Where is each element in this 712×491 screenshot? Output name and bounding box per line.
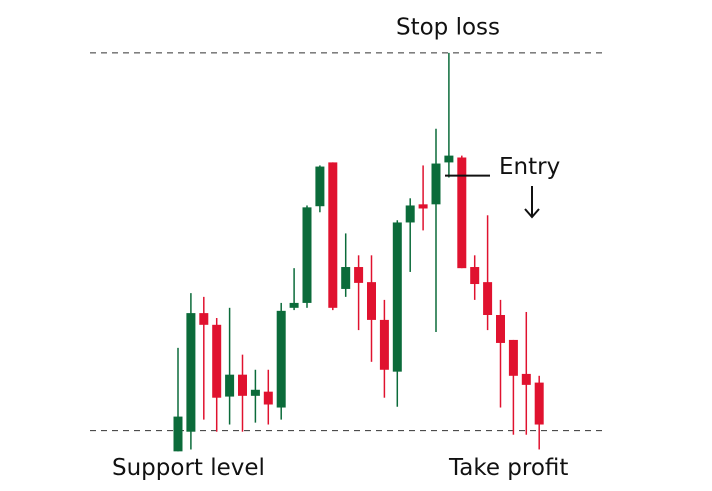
candle-body (250, 389, 260, 396)
level-label: Stop loss (396, 14, 500, 40)
candle-body (199, 313, 209, 325)
candle-body (405, 205, 415, 223)
candle-body (483, 282, 493, 315)
candle-body (392, 222, 402, 372)
candle-body (302, 207, 312, 303)
candle-body (444, 155, 454, 163)
candle-body (354, 267, 364, 283)
candle-body (457, 157, 467, 269)
entry-arrow (524, 186, 540, 219)
candle-body (367, 282, 376, 320)
candle-body (341, 267, 351, 289)
candle-body (508, 339, 518, 376)
candle-body (225, 374, 235, 397)
candle-body (263, 391, 273, 405)
candle-body (173, 416, 183, 452)
level-label: Support level (112, 455, 265, 481)
candle-body (212, 324, 222, 398)
level-label: Take profit (448, 455, 568, 481)
entry-label: Entry (499, 154, 560, 180)
candle-body (328, 162, 338, 308)
candle-body (418, 204, 428, 209)
candle-body (315, 166, 325, 207)
candle-body (431, 163, 441, 205)
candle-body (521, 373, 531, 385)
candle-body (496, 314, 505, 343)
candle-body (186, 313, 196, 432)
candle-body (276, 310, 286, 408)
candle-body (379, 319, 389, 370)
candle-body (534, 382, 544, 425)
candle-body (470, 267, 480, 285)
candle-body (289, 302, 299, 308)
candle-body (238, 374, 247, 396)
